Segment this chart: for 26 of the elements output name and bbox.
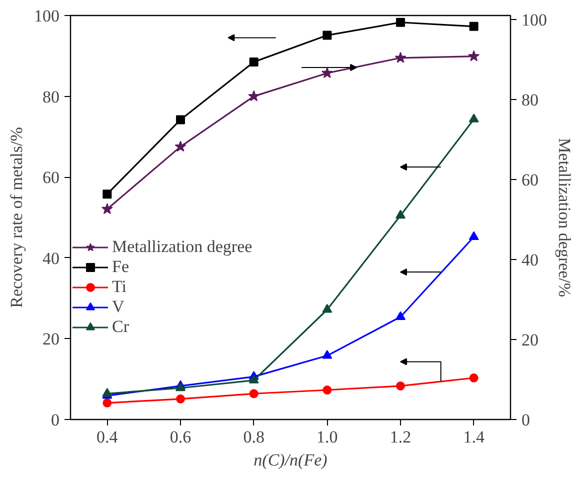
- y-tick-label: 0: [51, 410, 60, 430]
- y-tick-label: 40: [42, 248, 60, 268]
- y2-tick-label: 40: [522, 250, 538, 270]
- y2-tick-label: 20: [522, 330, 538, 350]
- x-tick-label: 1.2: [390, 428, 412, 446]
- legend-label: Metallization degree: [112, 237, 252, 257]
- y2-tick-label: 60: [522, 170, 538, 190]
- y2-tick-label: 100: [522, 10, 547, 30]
- y-tick-label: 100: [34, 6, 60, 26]
- y-axis-title: Recovery rate of metals/%: [7, 127, 26, 308]
- legend-label: Ti: [112, 277, 128, 297]
- x-axis-title: n(C)/n(Fe): [254, 450, 328, 470]
- legend-label: Cr: [112, 317, 130, 337]
- x-tick-label: 0.4: [96, 428, 118, 446]
- y2-axis-title: Metallization degree/%: [555, 138, 574, 298]
- x-tick-label: 0.8: [243, 428, 264, 446]
- y-tick-label: 80: [42, 87, 60, 106]
- y2-tick-label: 0: [522, 410, 530, 430]
- legend-label: V: [112, 297, 126, 317]
- legend-label: Fe: [112, 257, 130, 277]
- x-tick-label: 0.6: [170, 428, 192, 446]
- x-tick-label: 1.0: [316, 428, 338, 446]
- x-tick-label: 1.4: [463, 428, 485, 446]
- y-tick-label: 20: [42, 330, 60, 349]
- y-tick-label: 60: [42, 168, 60, 188]
- y2-tick-label: 80: [522, 90, 538, 110]
